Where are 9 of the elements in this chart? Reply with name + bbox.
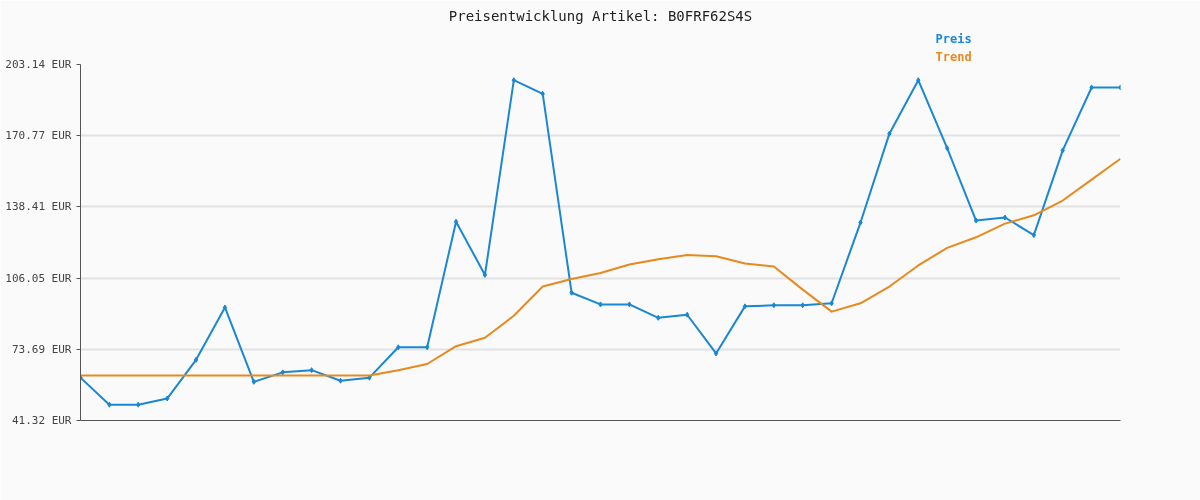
chart-title: Preisentwicklung Artikel: B0FRF62S4S: [448, 7, 753, 24]
y-tick-label: 170.77 EUR: [5, 129, 72, 143]
y-tick-label: 203.14 EUR: [5, 58, 72, 71]
text: Trend: [935, 49, 972, 64]
y-tick-label: 41.32 EUR: [11, 414, 72, 427]
y-tick-label: 106.05 EUR: [5, 271, 72, 285]
y-tick-label: 138.41 EUR: [5, 200, 72, 214]
text: Preis: [935, 31, 972, 46]
y-tick-label: 73.69 EUR: [11, 342, 72, 356]
